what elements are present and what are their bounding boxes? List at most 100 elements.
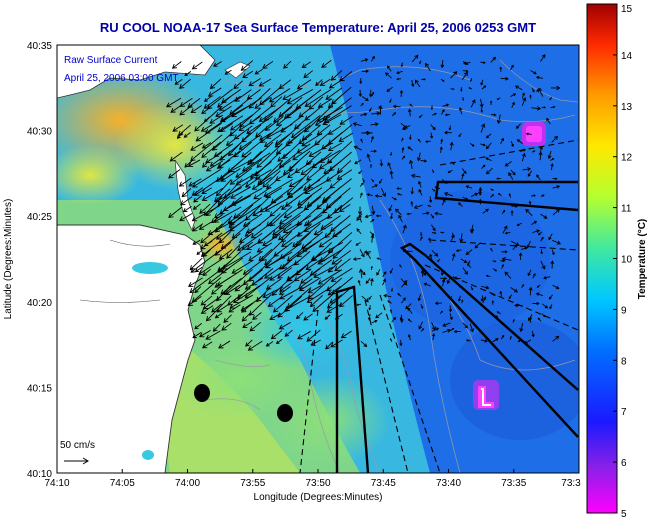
colorbar-tick-label: 15: [621, 4, 633, 15]
current-vector: [451, 252, 456, 261]
current-vector: [284, 194, 302, 207]
current-vector: [439, 146, 443, 153]
current-vector: [485, 142, 492, 150]
current-vector: [387, 162, 392, 170]
current-vector: [428, 196, 433, 204]
current-vector: [269, 313, 281, 321]
current-vector: [360, 340, 368, 348]
current-vector: [208, 266, 231, 285]
current-vector: [356, 303, 362, 306]
current-vector: [229, 204, 262, 226]
current-vector: [535, 292, 544, 297]
current-vector: [369, 231, 375, 236]
current-vector: [356, 228, 362, 235]
current-vector: [501, 250, 508, 254]
current-vector: [540, 54, 546, 62]
current-vector: [387, 300, 392, 304]
current-vector: [360, 102, 364, 107]
current-vector: [437, 258, 441, 263]
current-vector: [460, 87, 463, 92]
current-vector: [410, 187, 414, 195]
current-vector: [189, 269, 222, 294]
current-vector: [455, 249, 462, 252]
current-vector: [239, 232, 253, 243]
current-vector: [380, 187, 387, 197]
colorbar-tick-label: 7: [621, 407, 627, 418]
current-vector: [265, 257, 281, 269]
current-vector: [242, 259, 264, 275]
current-vector: [190, 105, 202, 114]
current-vector: [249, 321, 261, 332]
current-vector: [301, 132, 323, 147]
current-vector: [234, 278, 251, 292]
current-vector: [287, 132, 302, 144]
current-vector: [461, 299, 464, 304]
current-vector: [200, 232, 223, 250]
current-vector: [379, 159, 384, 167]
current-vector: [286, 89, 314, 105]
current-vector: [361, 295, 369, 303]
current-vector: [434, 301, 442, 305]
current-vector: [395, 208, 402, 216]
current-vector: [340, 330, 352, 339]
current-vector: [368, 305, 372, 311]
current-vector: [461, 168, 467, 175]
current-vector: [387, 65, 392, 72]
current-vector: [521, 152, 526, 162]
current-vector: [496, 114, 502, 124]
current-vector: [366, 193, 373, 197]
current-vector: [392, 104, 401, 109]
current-vector: [536, 284, 541, 288]
current-vector: [365, 278, 371, 284]
current-vector: [399, 339, 403, 347]
current-vector: [522, 167, 532, 172]
current-vector: [282, 215, 312, 233]
current-vector: [219, 123, 233, 132]
current-vector: [528, 316, 533, 323]
current-vector: [325, 341, 334, 350]
current-vector: [221, 88, 242, 103]
current-vector: [449, 141, 454, 151]
x-tick-label: 73:50: [305, 478, 330, 489]
current-vector: [297, 330, 311, 340]
current-vector: [474, 242, 481, 249]
current-vector: [465, 249, 473, 255]
current-vector: [303, 214, 323, 227]
current-vector: [279, 276, 301, 292]
current-vector: [264, 195, 293, 212]
current-vector: [364, 214, 373, 219]
current-vector: [510, 64, 514, 71]
current-vector: [262, 170, 281, 188]
current-vector: [401, 146, 405, 153]
current-vector: [242, 321, 253, 328]
current-vector: [482, 208, 489, 214]
current-vector: [270, 187, 292, 204]
current-vector: [242, 70, 254, 79]
current-vector: [259, 132, 272, 141]
current-vector: [292, 141, 321, 161]
current-vector: [209, 78, 222, 90]
current-vector: [366, 251, 371, 259]
current-vector: [319, 78, 331, 86]
current-vector: [264, 133, 282, 147]
current-vector: [322, 114, 342, 126]
current-vector: [515, 85, 523, 91]
current-vector: [194, 323, 202, 330]
current-vector: [357, 206, 362, 216]
current-vector: [389, 338, 393, 342]
current-vector: [470, 99, 476, 108]
current-vector: [444, 113, 451, 117]
current-vector: [295, 231, 312, 247]
current-vector: [548, 294, 553, 300]
current-vector: [181, 188, 192, 198]
current-vector: [183, 132, 191, 138]
current-vector: [370, 135, 374, 143]
current-vector: [543, 276, 551, 280]
current-vector: [170, 105, 181, 113]
current-vector: [331, 250, 352, 265]
current-vector: [307, 285, 322, 294]
current-vector: [272, 214, 301, 236]
current-vector: [307, 276, 333, 300]
current-vector: [219, 204, 232, 215]
current-vector: [401, 280, 408, 288]
